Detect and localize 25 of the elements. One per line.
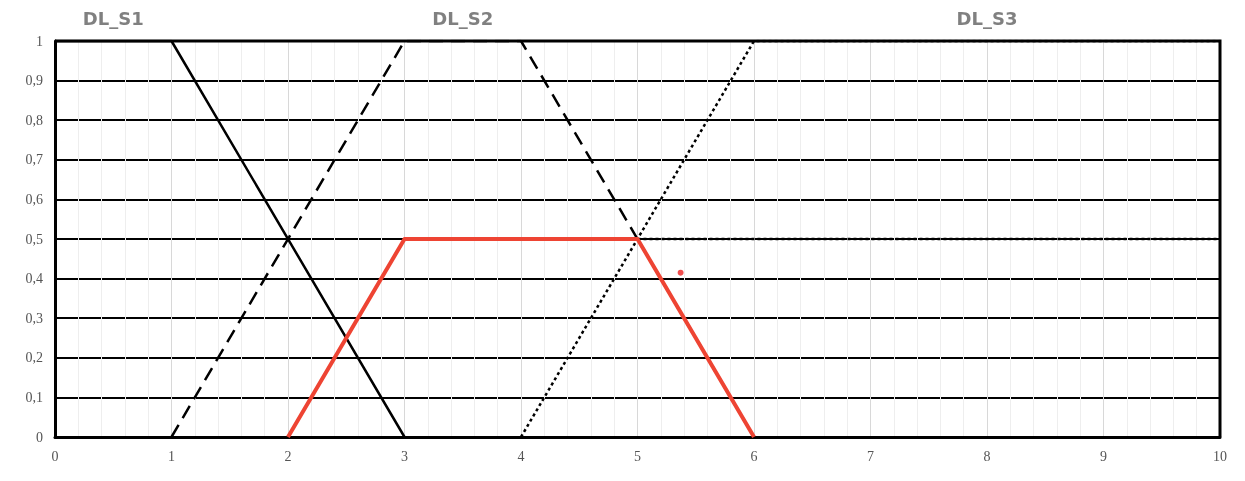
y-tick-label: 0,1 [25,389,43,405]
y-tick-label: 0,6 [25,191,43,207]
x-tick-label: 6 [750,448,758,464]
y-tick-label: 0,3 [25,310,43,326]
x-tick-label: 3 [401,448,408,464]
series-label: DL_S2 [432,7,494,29]
y-tick-label: 0,8 [25,112,43,128]
x-tick-label: 8 [983,448,991,464]
y-tick-label: 0,9 [25,73,43,89]
x-tick-label: 5 [634,448,641,464]
x-tick-label: 7 [867,448,874,464]
x-tick-label: 0 [51,448,59,464]
y-tick-label: 0,4 [25,271,43,287]
x-tick-label: 9 [1100,448,1107,464]
series-label: DL_S1 [82,7,144,29]
y-tick-label: 0 [36,429,43,445]
series-label: DL_S3 [956,7,1018,29]
y-tick-label: 1 [36,33,43,49]
x-tick-label: 2 [284,448,292,464]
y-tick-label: 0,2 [25,350,43,366]
y-tick-label: 0,5 [25,231,43,247]
x-tick-label: 1 [168,448,175,464]
x-tick-label: 10 [1213,448,1227,464]
y-tick-label: 0,7 [25,152,43,168]
x-tick-label: 4 [517,448,525,464]
